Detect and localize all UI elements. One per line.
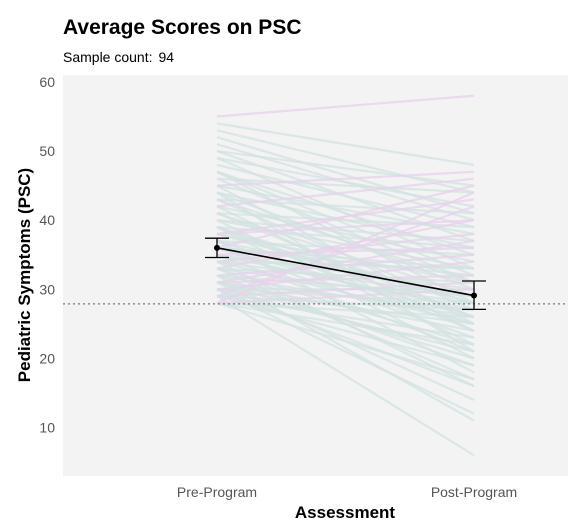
individual-series-line: [216, 219, 475, 243]
mean-line: [216, 247, 475, 297]
individual-series-line: [216, 212, 475, 298]
individual-series-line: [216, 170, 475, 187]
individual-series-line: [216, 281, 475, 360]
individual-series-line: [216, 94, 475, 118]
individual-series-line: [216, 288, 475, 388]
mean-point: [471, 292, 477, 299]
individual-series-line: [216, 149, 475, 187]
y-tick-label: 40: [39, 212, 55, 228]
individual-series-line: [216, 239, 475, 284]
individual-series-line: [216, 302, 475, 381]
individual-lines: [216, 94, 475, 457]
mean-layer: [205, 237, 486, 311]
x-tick-label: Post-Program: [431, 484, 517, 500]
individual-series-line: [216, 177, 475, 194]
individual-series-line: [216, 212, 475, 229]
y-axis-title: Pediatric Symptoms (PSC): [15, 168, 34, 382]
chart-title: Average Scores on PSC: [63, 16, 302, 39]
individual-series-line: [216, 226, 475, 305]
y-tick-label: 60: [39, 74, 55, 90]
individual-series-line: [216, 163, 475, 229]
individual-series-line: [216, 129, 475, 194]
mean-point: [214, 244, 220, 251]
individual-series-line: [216, 170, 475, 256]
individual-series-line: [216, 295, 475, 367]
sample-count-label: Sample count:: [63, 49, 153, 65]
y-tick-label: 30: [39, 281, 55, 297]
individual-series-line: [216, 295, 475, 457]
individual-series-line: [216, 281, 475, 298]
individual-series-line: [216, 246, 475, 270]
x-axis-title: Assessment: [295, 503, 396, 522]
individual-series-line: [216, 267, 475, 381]
y-axis-ticks: 10 20 30 40 50 60: [39, 74, 55, 436]
individual-series-line: [216, 246, 475, 319]
individual-series-line: [216, 122, 475, 166]
x-axis-ticks: Pre-Program Post-Program: [177, 484, 517, 500]
individual-series-line: [216, 136, 475, 215]
individual-series-line: [216, 274, 475, 298]
chart-subtitle: Sample count: 94: [63, 49, 174, 65]
individual-series-line: [216, 191, 475, 305]
individual-series-line: [216, 274, 475, 422]
individual-series-line: [216, 246, 475, 256]
individual-series-line: [216, 177, 475, 208]
y-tick-label: 20: [39, 350, 55, 366]
x-tick-label: Pre-Program: [177, 484, 257, 500]
individual-series-line: [216, 295, 475, 339]
individual-series-line: [216, 156, 475, 208]
sample-count-value: 94: [158, 49, 175, 65]
y-tick-label: 10: [39, 420, 55, 436]
individual-series-line: [216, 170, 475, 277]
individual-series-line: [216, 184, 475, 249]
individual-series-line: [216, 219, 475, 270]
individual-series-line: [216, 184, 475, 236]
y-tick-label: 50: [39, 143, 55, 159]
individual-series-line: [216, 198, 475, 284]
